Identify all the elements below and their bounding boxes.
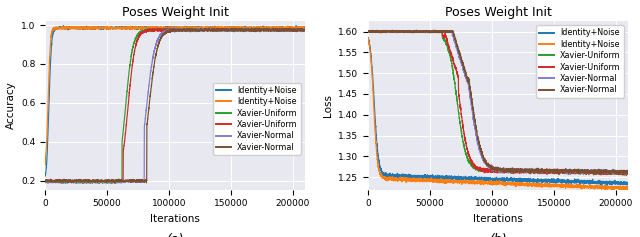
Legend: Identity+Noise, Identity+Noise, Xavier-Uniform, Xavier-Uniform, Xavier-Normal, X: Identity+Noise, Identity+Noise, Xavier-U…: [213, 82, 301, 155]
Legend: Identity+Noise, Identity+Noise, Xavier-Uniform, Xavier-Uniform, Xavier-Normal, X: Identity+Noise, Identity+Noise, Xavier-U…: [536, 25, 624, 98]
Title: Poses Weight Init: Poses Weight Init: [445, 5, 552, 18]
Text: (b): (b): [489, 233, 507, 237]
Text: (a): (a): [166, 233, 184, 237]
Title: Poses Weight Init: Poses Weight Init: [122, 5, 228, 18]
Y-axis label: Accuracy: Accuracy: [6, 82, 15, 129]
X-axis label: Iterations: Iterations: [473, 214, 523, 224]
Y-axis label: Loss: Loss: [323, 94, 333, 117]
X-axis label: Iterations: Iterations: [150, 214, 200, 224]
